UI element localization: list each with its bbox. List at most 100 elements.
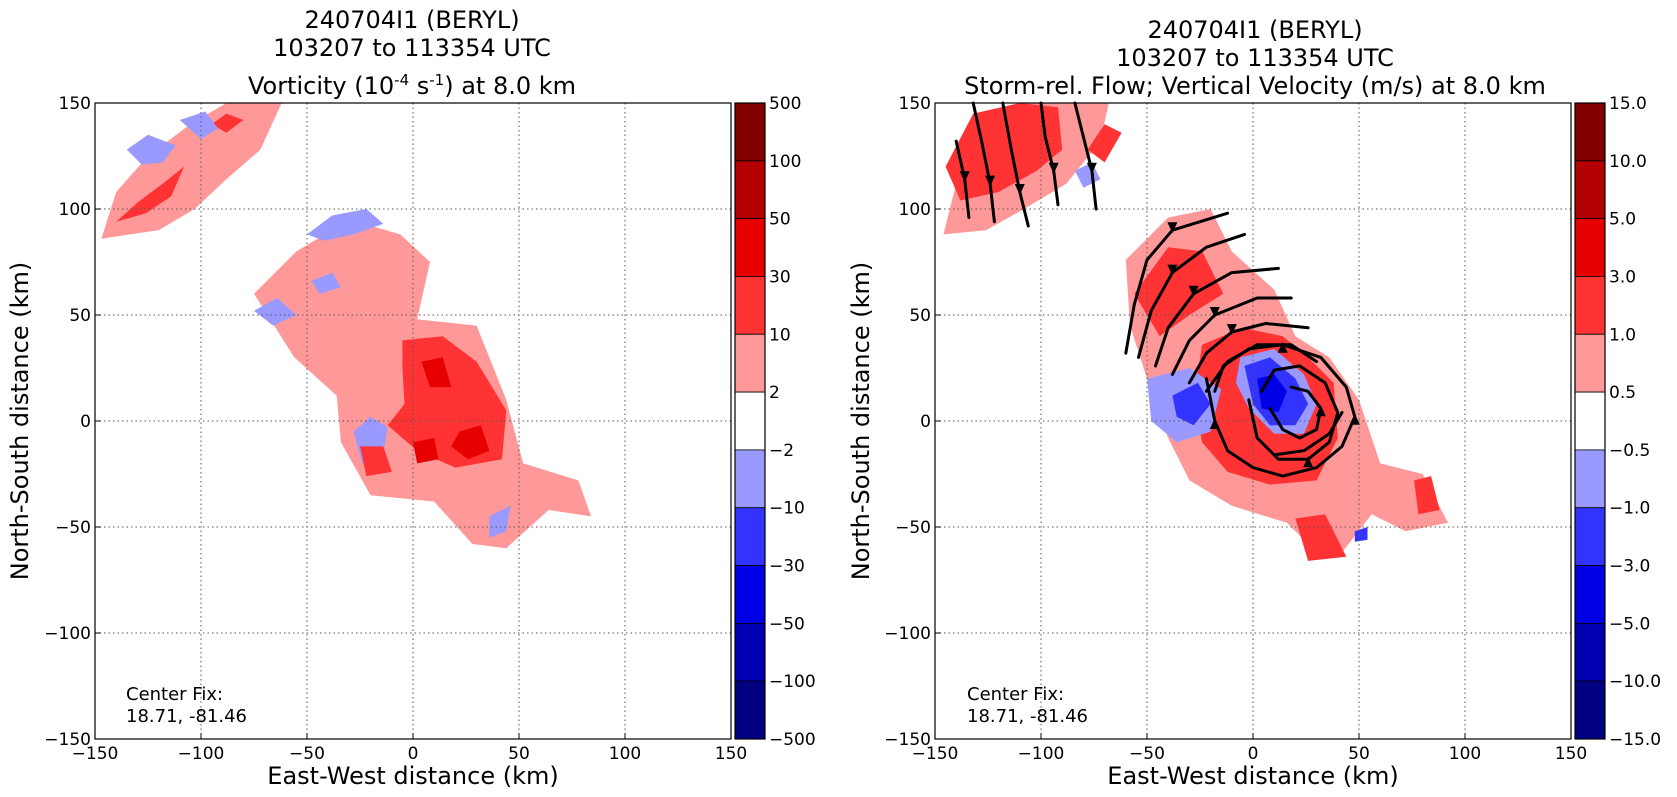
right-stream-arrow-7 (1188, 285, 1199, 297)
left-colorbar-segment-9 (734, 622, 766, 682)
right-streamline-11 (1204, 343, 1357, 478)
left-colorbar-label-10: −100 (769, 672, 816, 692)
left-title-end: ) at 8.0 km (444, 72, 576, 100)
left-field-region-7 (254, 298, 297, 326)
left-x-tick-label-3: 0 (408, 744, 419, 764)
left-x-tick-label-1: −100 (178, 744, 225, 764)
right-field-region-1 (945, 103, 1063, 201)
right-stream-arrow-2 (959, 171, 970, 183)
right-field-region-5 (1134, 247, 1224, 337)
right-field-region-2 (1087, 124, 1122, 163)
right-x-axis-label: East-West distance (km) (1107, 762, 1398, 790)
left-colorbar-label-9: −50 (769, 614, 805, 634)
right-stream-arrow-1 (985, 175, 996, 187)
left-colorbar-segment-8 (734, 565, 766, 624)
left-x-tick-label-5: 100 (609, 744, 641, 764)
right-colorbar: 15.0 10.0 5.0 3.0 1.0 0.5 −0.5 −1.0 −3.0 −5.0 −10.… (1574, 94, 1661, 750)
left-colorbar-label-8: −30 (769, 557, 805, 577)
left-colorbar-label-0: 500 (769, 94, 801, 114)
right-colorbar-segment-1 (1574, 160, 1606, 220)
left-title-main: Vorticity (10 (248, 72, 394, 100)
left-title-line-3: Vorticity (10-4 s-1) at 8.0 km (248, 71, 576, 100)
right-stream-arrow-14 (1277, 341, 1288, 353)
right-stream-arrow-3 (1048, 162, 1059, 174)
left-y-tick-label-1: −100 (44, 624, 91, 644)
left-x-tick-label-0: −150 (72, 744, 119, 764)
left-plot-area: −150−150 −100 −100 −50 −50 0 0 50 50 100 100 150 150 (44, 94, 747, 764)
left-colorbar-segment-7 (734, 507, 766, 566)
left-field-region-10 (489, 505, 511, 538)
right-stream-arrow-5 (1167, 222, 1178, 234)
right-x-tick-label-2: −50 (1129, 744, 1165, 764)
right-colorbar-segment-5 (1574, 391, 1606, 451)
right-colorbar-label-7: −1.0 (1609, 499, 1650, 519)
left-field-region-12 (360, 446, 392, 477)
left-title-sup2: -1 (429, 71, 444, 89)
left-colorbar-label-6: −2 (769, 441, 794, 461)
left-colorbar-label-2: 50 (769, 210, 791, 230)
right-x-tick-label-4: 50 (1348, 744, 1370, 764)
right-field-region-10 (1172, 382, 1211, 426)
left-title-line-2: 103207 to 113354 UTC (273, 34, 551, 62)
right-streamline-13 (1268, 385, 1323, 440)
right-colorbar-segment-0 (1574, 102, 1606, 162)
right-colorbar-segment-4 (1574, 333, 1606, 393)
right-x-tick-label-6: 150 (1555, 744, 1587, 764)
left-colorbar-frame (734, 102, 766, 740)
left-field-region-13 (421, 357, 452, 388)
right-streamline-1 (971, 101, 996, 224)
left-colorbar-segment-3 (734, 276, 766, 335)
left-field-region-1 (116, 166, 184, 222)
left-field-region-14 (451, 425, 490, 460)
right-colorbar-label-10: −10.0 (1609, 672, 1661, 692)
left-title-mid: s (409, 72, 429, 100)
right-field-region-14 (1354, 527, 1368, 542)
left-center-fix-label: Center Fix: (126, 684, 223, 705)
right-stream-arrow-12 (1303, 456, 1314, 468)
right-panel: 240704I1 (BERYL) 103207 to 113354 UTC St… (847, 16, 1661, 790)
left-x-tick-label-4: 50 (508, 744, 530, 764)
left-colorbar-segment-6 (734, 449, 766, 509)
right-title-line-2: 103207 to 113354 UTC (1116, 44, 1394, 72)
right-stream-arrow-8 (1209, 307, 1220, 318)
right-y-tick-label-2: −50 (895, 518, 931, 538)
left-y-tick-label-5: 100 (59, 200, 91, 220)
left-colorbar-segment-0 (734, 102, 766, 162)
right-streamline-3 (1039, 101, 1060, 207)
right-field-region-7 (1295, 514, 1347, 561)
left-colorbar-label-7: −10 (769, 499, 805, 519)
right-stream-arrow-6 (1167, 264, 1178, 276)
right-title-line-1: 240704I1 (BERYL) (1147, 16, 1362, 44)
left-colorbar-segment-4 (734, 333, 766, 393)
right-center-fix-coords: 18.71, -81.46 (967, 706, 1088, 727)
left-panel: 240704I1 (BERYL) 103207 to 113354 UTC Vo… (6, 6, 816, 790)
left-colorbar: 500 100 50 30 10 2 −2 −10 −30 −50 −100 −500 (734, 94, 816, 750)
right-x-tick-label-0: −150 (912, 744, 959, 764)
right-streamline-5 (1124, 211, 1230, 355)
right-streamline-4 (1073, 101, 1098, 211)
right-streamline-0 (1001, 101, 1030, 228)
right-x-tick-label-5: 100 (1449, 744, 1481, 764)
left-colorbar-segment-5 (734, 391, 766, 451)
left-title-line-1: 240704I1 (BERYL) (304, 6, 519, 34)
left-colorbar-label-3: 30 (769, 267, 791, 287)
right-y-tick-label-5: 100 (899, 200, 931, 220)
right-stream-arrow-9 (1226, 324, 1237, 335)
left-vorticity-field (101, 103, 592, 549)
right-colorbar-segment-8 (1574, 565, 1606, 624)
left-field-region-2 (211, 113, 244, 133)
right-colorbar-segment-10 (1574, 680, 1606, 740)
right-y-tick-label-0: −150 (884, 730, 931, 750)
right-y-tick-label-1: −100 (884, 624, 931, 644)
right-streamlines (954, 101, 1360, 478)
right-colorbar-label-6: −0.5 (1609, 441, 1650, 461)
left-y-axis-label: North-South distance (km) (6, 262, 34, 581)
right-colorbar-segment-7 (1574, 507, 1606, 566)
right-streamline-14 (1272, 411, 1344, 457)
right-colorbar-label-11: −15.0 (1609, 730, 1661, 750)
right-stream-arrow-11 (1349, 413, 1360, 425)
right-y-tick-label-4: 50 (909, 306, 931, 326)
right-colorbar-label-5: 0.5 (1609, 383, 1636, 403)
right-field-region-8 (1414, 476, 1440, 515)
